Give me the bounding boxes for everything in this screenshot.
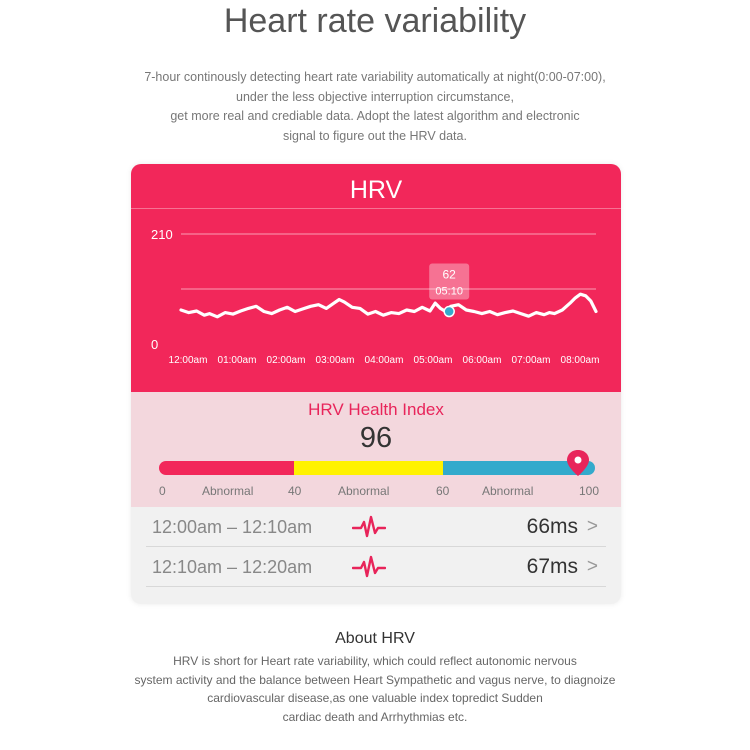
x-tick-label: 08:00am — [561, 355, 600, 366]
x-tick-label: 01:00am — [218, 355, 257, 366]
scale-number: 0 — [159, 484, 166, 498]
map-pin-icon — [566, 450, 589, 476]
health-index-panel: HRV Health Index 96 0 Abnormal 40 Abnorm… — [131, 392, 621, 507]
hrv-record-list: 12:00am – 12:10am 66ms > 12:10am – 12:20… — [131, 507, 621, 587]
scale-segment-yellow — [294, 461, 443, 475]
tooltip-box — [429, 263, 470, 300]
x-tick-label: 06:00am — [463, 355, 502, 366]
x-tick-label: 07:00am — [512, 355, 551, 366]
scale-number: 100 — [579, 484, 600, 498]
intro-line: signal to figure out the HRV data. — [283, 128, 467, 143]
intro-line: get more real and crediable data. Adopt … — [170, 109, 580, 123]
record-time-range: 12:00am – 12:10am — [152, 517, 313, 537]
x-tick-label: 04:00am — [365, 355, 404, 366]
x-tick-label: 12:00am — [169, 355, 208, 366]
x-tick-label: 02:00am — [267, 355, 306, 366]
page-title: Heart rate variability — [223, 2, 527, 40]
tooltip-value: 62 — [443, 268, 457, 282]
hrv-series-line — [179, 292, 598, 319]
hrv-line-chart[interactable]: 210 0 12:00am 01:00am 02:00am 03:00am 04:00am 0… — [131, 219, 621, 392]
about-line: cardiovascular disease,as one valuable i… — [207, 691, 543, 705]
about-title: About HRV — [335, 630, 415, 647]
x-tick-label: 05:00am — [414, 355, 453, 366]
chevron-right-icon[interactable]: > — [586, 556, 598, 577]
scale-segment-label: Abnormal — [202, 484, 254, 498]
record-value: 66ms — [526, 515, 578, 538]
heartbeat-icon — [352, 555, 386, 578]
list-item[interactable]: 12:10am – 12:20am 67ms > — [146, 547, 606, 587]
health-index-value: 96 — [359, 422, 393, 454]
scale-labels: 0 Abnormal 40 Abnormal 60 Abnormal 100 — [131, 484, 621, 500]
scale-number: 60 — [436, 484, 450, 498]
about-line: system activity and the balance between … — [134, 672, 616, 687]
health-index-title: HRV Health Index — [308, 400, 444, 419]
hrv-card: HRV 210 0 12:00am 01:00am 02:00am 03:00am 04:0… — [131, 164, 621, 604]
y-tick-label: 210 — [151, 227, 173, 242]
scale-segment-blue — [443, 461, 595, 475]
scale-segment-label: Abnormal — [482, 484, 534, 498]
hrv-panel-divider — [131, 208, 621, 209]
hrv-panel-title: HRV — [349, 176, 403, 204]
record-time-range: 12:10am – 12:20am — [152, 557, 313, 577]
x-tick-label: 03:00am — [316, 355, 355, 366]
about-line: HRV is short for Heart rate variability,… — [173, 654, 577, 668]
scale-segment-red — [159, 461, 294, 475]
hrv-chart-panel: HRV 210 0 12:00am 01:00am 02:00am 03:00am 04:0… — [131, 164, 621, 392]
highlight-point — [443, 305, 455, 318]
y-tick-label: 0 — [151, 337, 158, 352]
tooltip-time: 05:10 — [435, 286, 463, 298]
heartbeat-icon — [352, 515, 386, 538]
chevron-right-icon[interactable]: > — [586, 516, 598, 537]
about-line: cardiac death and Arrhythmias etc. — [282, 709, 468, 724]
health-index-scale-bar — [159, 461, 595, 475]
list-item[interactable]: 12:00am – 12:10am 66ms > — [146, 507, 606, 547]
intro-line: under the less objective interruption ci… — [236, 89, 514, 104]
scale-segment-label: Abnormal — [338, 484, 390, 498]
record-value: 67ms — [526, 555, 578, 578]
about-text: HRV is short for Heart rate variability,… — [0, 652, 750, 726]
scale-number: 40 — [288, 484, 302, 498]
intro-line: 7-hour continously detecting heart rate … — [144, 70, 606, 84]
intro-text: 7-hour continously detecting heart rate … — [0, 68, 750, 146]
